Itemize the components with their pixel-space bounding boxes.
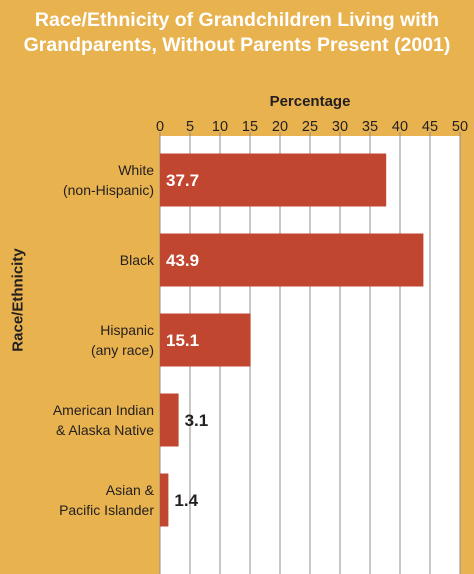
bar (160, 473, 169, 527)
category-label-line: & Alaska Native (55, 422, 154, 438)
x-tick-label: 30 (332, 119, 348, 135)
x-tick-label: 5 (186, 119, 194, 135)
bar-value-label: 1.4 (174, 491, 198, 510)
x-axis-label: Percentage (269, 93, 351, 110)
category-label-line: Black (119, 252, 154, 268)
category-label: Asian & Pacific Islander (59, 480, 154, 520)
bar-value-label: 37.7 (166, 171, 199, 190)
x-tick-label: 25 (302, 119, 318, 135)
chart-title-line-1: Race/Ethnicity of Grandchildren Living w… (34, 9, 440, 31)
bar-value-label: 15.1 (166, 331, 199, 350)
category-label-line: (any race) (90, 342, 154, 358)
category-label: Black (120, 250, 154, 270)
category-label-line: White (118, 162, 154, 178)
category-label: Hispanic (any race) (91, 320, 154, 360)
category-label-line: Pacific Islander (59, 502, 154, 518)
x-tick-label: 45 (422, 119, 438, 135)
bar (160, 233, 424, 287)
category-label-line: Hispanic (100, 322, 154, 338)
x-tick-label: 20 (272, 119, 288, 135)
bar (160, 393, 179, 447)
bar (160, 313, 251, 367)
x-tick-label: 40 (392, 119, 408, 135)
bar-value-label: 43.9 (166, 251, 199, 270)
x-tick-label: 15 (242, 119, 258, 135)
category-label: American Indian & Alaska Native (53, 400, 154, 440)
chart-title: Race/Ethnicity of Grandchildren Living w… (0, 8, 474, 58)
category-label-line: Asian & (105, 482, 154, 498)
chart-title-line-2: Grandparents, Without Parents Present (2… (23, 34, 451, 56)
category-label-line: American Indian (52, 402, 154, 418)
category-label-line: (non-Hispanic) (62, 182, 154, 198)
x-tick-label: 10 (212, 119, 228, 135)
x-tick-label: 35 (362, 119, 378, 135)
x-tick-label: 0 (156, 119, 164, 135)
x-tick-label: 50 (452, 119, 468, 135)
category-label: White (non-Hispanic) (63, 160, 154, 200)
bar-value-label: 3.1 (185, 411, 209, 430)
bar (160, 153, 387, 207)
